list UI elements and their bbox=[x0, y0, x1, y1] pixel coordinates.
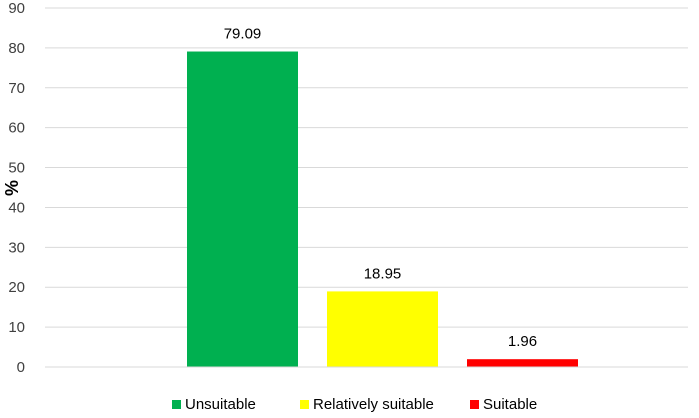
data-label: 1.96 bbox=[508, 333, 537, 350]
legend-item: Suitable bbox=[470, 396, 537, 413]
y-tick-label: 0 bbox=[17, 359, 25, 376]
y-axis-ticks: 0 10 20 30 40 50 60 70 80 90 bbox=[8, 0, 25, 376]
legend-swatch bbox=[470, 400, 479, 409]
legend-label: Unsuitable bbox=[185, 396, 256, 413]
legend-label: Suitable bbox=[483, 396, 537, 413]
bar-suitable bbox=[467, 359, 578, 367]
y-tick-label: 40 bbox=[8, 199, 25, 216]
legend-item: Relatively suitable bbox=[300, 396, 434, 413]
legend-label: Relatively suitable bbox=[313, 396, 434, 413]
bar-unsuitable bbox=[187, 51, 298, 368]
y-tick-label: 90 bbox=[8, 0, 25, 17]
data-label: 79.09 bbox=[224, 26, 262, 43]
y-tick-label: 70 bbox=[8, 80, 25, 97]
legend-swatch bbox=[300, 400, 309, 409]
bar-relatively-suitable bbox=[327, 291, 438, 367]
legend-item: Unsuitable bbox=[172, 396, 256, 413]
y-tick-label: 60 bbox=[8, 120, 25, 137]
data-labels: 79.09 18.95 1.96 bbox=[224, 26, 537, 351]
y-axis-label: % bbox=[2, 180, 22, 196]
y-tick-label: 50 bbox=[8, 160, 25, 177]
legend: Unsuitable Relatively suitable Suitable bbox=[172, 396, 537, 413]
bars bbox=[187, 51, 578, 368]
y-tick-label: 30 bbox=[8, 239, 25, 256]
gridlines bbox=[45, 7, 688, 328]
y-tick-label: 80 bbox=[8, 40, 25, 57]
y-tick-label: 10 bbox=[8, 319, 25, 336]
y-tick-label: 20 bbox=[8, 279, 25, 296]
legend-swatch bbox=[172, 400, 181, 409]
data-label: 18.95 bbox=[364, 265, 402, 282]
